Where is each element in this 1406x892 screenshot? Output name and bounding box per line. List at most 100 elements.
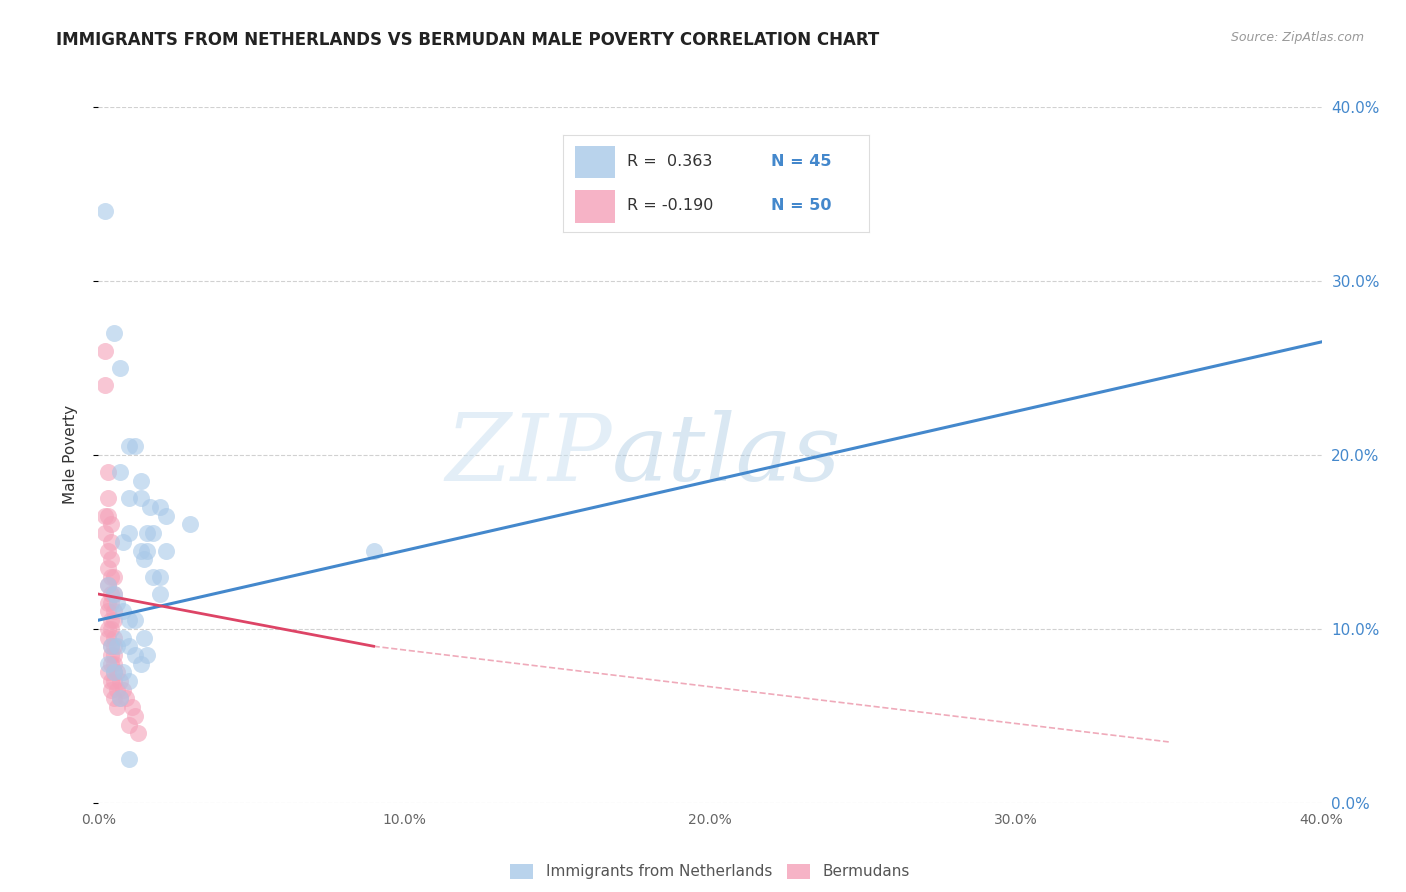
Point xyxy=(129,543,152,558)
Point xyxy=(97,657,120,671)
Point xyxy=(103,665,125,680)
Point xyxy=(136,543,159,558)
Point xyxy=(103,605,125,619)
Point xyxy=(103,665,125,680)
Point xyxy=(108,674,131,689)
Point xyxy=(149,587,172,601)
Point xyxy=(136,526,159,541)
Point xyxy=(118,639,141,653)
Point xyxy=(97,508,120,523)
Point xyxy=(105,596,128,610)
Point xyxy=(97,665,120,680)
Point xyxy=(103,691,125,706)
Point xyxy=(124,439,146,453)
Point xyxy=(97,596,120,610)
Point xyxy=(97,466,120,480)
Point xyxy=(100,639,122,653)
Point xyxy=(97,605,120,619)
Point xyxy=(100,570,122,584)
Point xyxy=(142,570,165,584)
Point xyxy=(100,648,122,662)
Point xyxy=(108,691,131,706)
Point xyxy=(111,605,134,619)
Point xyxy=(103,631,125,645)
Point xyxy=(108,466,131,480)
Point xyxy=(100,674,122,689)
Point xyxy=(108,691,131,706)
Bar xyxy=(575,145,616,178)
Point xyxy=(93,378,115,392)
Point xyxy=(100,534,122,549)
Point xyxy=(103,587,125,601)
Point xyxy=(105,665,128,680)
Point xyxy=(129,657,152,671)
Point xyxy=(155,508,177,523)
Point xyxy=(139,500,162,514)
Text: atlas: atlas xyxy=(612,410,842,500)
Point xyxy=(97,543,120,558)
Point xyxy=(97,578,120,592)
Point xyxy=(100,517,122,532)
Point xyxy=(124,708,146,723)
Text: N = 45: N = 45 xyxy=(770,153,832,169)
Point xyxy=(127,726,149,740)
Point xyxy=(103,613,125,627)
Point xyxy=(103,587,125,601)
Point xyxy=(118,526,141,541)
Point xyxy=(149,500,172,514)
Text: Source: ZipAtlas.com: Source: ZipAtlas.com xyxy=(1230,31,1364,45)
Point xyxy=(105,682,128,697)
Point xyxy=(100,682,122,697)
Point xyxy=(103,674,125,689)
Point xyxy=(118,717,141,731)
Point xyxy=(155,543,177,558)
Point xyxy=(134,631,156,645)
Point xyxy=(118,491,141,506)
Point xyxy=(129,491,152,506)
Point xyxy=(115,691,138,706)
Point xyxy=(118,752,141,766)
Point xyxy=(103,648,125,662)
Point xyxy=(103,326,125,340)
Point xyxy=(100,639,122,653)
Point xyxy=(118,674,141,689)
Point xyxy=(149,570,172,584)
Point xyxy=(124,648,146,662)
Point xyxy=(100,657,122,671)
Point xyxy=(105,639,128,653)
Point xyxy=(100,596,122,610)
Legend: Immigrants from Netherlands, Bermudans: Immigrants from Netherlands, Bermudans xyxy=(505,857,915,886)
Point xyxy=(129,474,152,488)
Point xyxy=(100,613,122,627)
Point xyxy=(111,682,134,697)
Point xyxy=(134,552,156,566)
Point xyxy=(97,622,120,636)
Point xyxy=(97,631,120,645)
Point xyxy=(105,700,128,714)
Text: R =  0.363: R = 0.363 xyxy=(627,153,713,169)
Point xyxy=(97,561,120,575)
Point xyxy=(111,631,134,645)
Point xyxy=(97,578,120,592)
Point xyxy=(97,491,120,506)
Point xyxy=(93,343,115,358)
Text: IMMIGRANTS FROM NETHERLANDS VS BERMUDAN MALE POVERTY CORRELATION CHART: IMMIGRANTS FROM NETHERLANDS VS BERMUDAN … xyxy=(56,31,880,49)
Point xyxy=(111,665,134,680)
Point xyxy=(121,700,143,714)
Text: ZIP: ZIP xyxy=(446,410,612,500)
Point xyxy=(103,657,125,671)
Point xyxy=(136,648,159,662)
Point xyxy=(100,552,122,566)
Point xyxy=(93,508,115,523)
Point xyxy=(142,526,165,541)
Point xyxy=(108,360,131,375)
Text: R = -0.190: R = -0.190 xyxy=(627,199,714,213)
Point xyxy=(124,613,146,627)
Point xyxy=(93,526,115,541)
Point xyxy=(363,543,385,558)
Point xyxy=(103,639,125,653)
Point xyxy=(179,517,201,532)
Point xyxy=(118,439,141,453)
Point xyxy=(100,622,122,636)
Point xyxy=(111,534,134,549)
